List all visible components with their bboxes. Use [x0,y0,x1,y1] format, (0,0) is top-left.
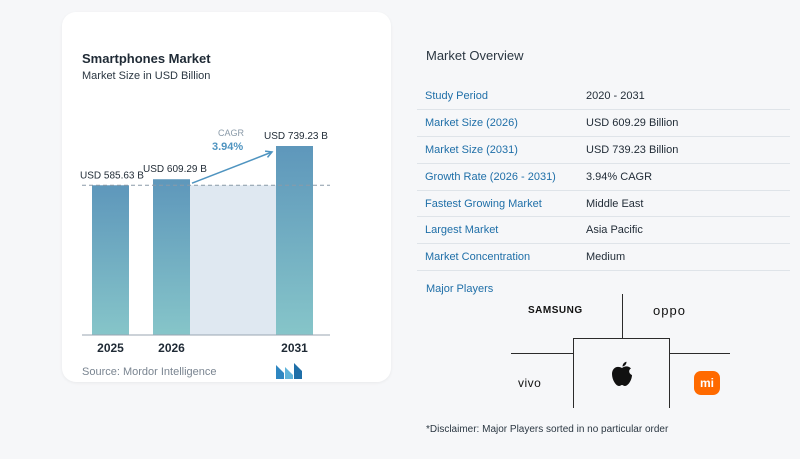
chart-subtitle: Market Size in USD Billion [82,70,211,82]
cagr-value: 3.94% [212,141,243,153]
overview-value: Asia Pacific [586,216,790,245]
value-label: USD 585.63 B [80,170,144,181]
overview-key: Market Size (2031) [417,136,586,164]
players-divider-right [670,353,730,354]
mordor-intelligence-logo-icon [276,363,302,379]
value-label: USD 609.29 B [143,164,207,175]
vivo-logo: vivo [518,376,542,390]
overview-value: 2020 - 2031 [586,83,790,111]
chart-title: Smartphones Market [82,51,211,66]
overview-row: Market Size (2031) USD 739.23 Billion [417,136,790,164]
bar-2026 [153,179,190,335]
players-divider-left [511,353,573,354]
players-box-right [669,338,670,408]
cagr-arrow-head-icon [264,150,274,158]
market-overview-table: Study Period 2020 - 2031 Market Size (2026… [417,83,790,272]
overview-value: USD 609.29 Billion [586,109,790,138]
market-size-card: USD 585.63 B USD 609.29 B USD 739.23 B 2025… [62,12,391,382]
overview-key: Fastest Growing Market [417,190,586,218]
category-label: 2031 [281,341,308,355]
major-players-title: Major Players [426,283,494,295]
cagr-label: CAGR [218,128,245,138]
overview-row: Fastest Growing Market Middle East [417,190,790,218]
overview-row: Market Size (2026) USD 609.29 Billion [417,109,790,138]
value-label: USD 739.23 B [264,131,328,142]
overview-key: Market Concentration [417,243,586,272]
cagr-band [190,185,276,335]
overview-value: USD 739.23 Billion [586,136,790,164]
overview-value: Middle East [586,190,790,218]
players-disclaimer: *Disclaimer: Major Players sorted in no … [426,424,669,435]
xiaomi-logo-icon: mi [694,371,720,395]
overview-key: Largest Market [417,216,586,245]
overview-key: Growth Rate (2026 - 2031) [417,163,586,191]
players-box-left [573,338,574,408]
market-overview-title: Market Overview [426,48,524,63]
apple-logo-icon [612,361,632,386]
overview-key: Study Period [417,83,586,111]
overview-row: Study Period 2020 - 2031 [417,83,790,111]
samsung-logo: SAMSUNG [528,305,583,316]
overview-row: Largest Market Asia Pacific [417,216,790,245]
overview-key: Market Size (2026) [417,109,586,138]
bar-2025 [92,185,129,335]
cagr-arrow [191,151,273,184]
oppo-logo: oppo [653,303,686,318]
players-box-top [573,338,670,339]
players-divider-vertical-top [622,294,623,338]
overview-row: Growth Rate (2026 - 2031) 3.94% CAGR [417,163,790,191]
overview-value: 3.94% CAGR [586,163,790,191]
category-label: 2026 [158,341,185,355]
category-label: 2025 [97,341,124,355]
bar-2031 [276,146,313,335]
overview-row: Market Concentration Medium [417,243,790,272]
overview-value: Medium [586,243,790,272]
chart-source: Source: Mordor Intelligence [82,366,217,378]
